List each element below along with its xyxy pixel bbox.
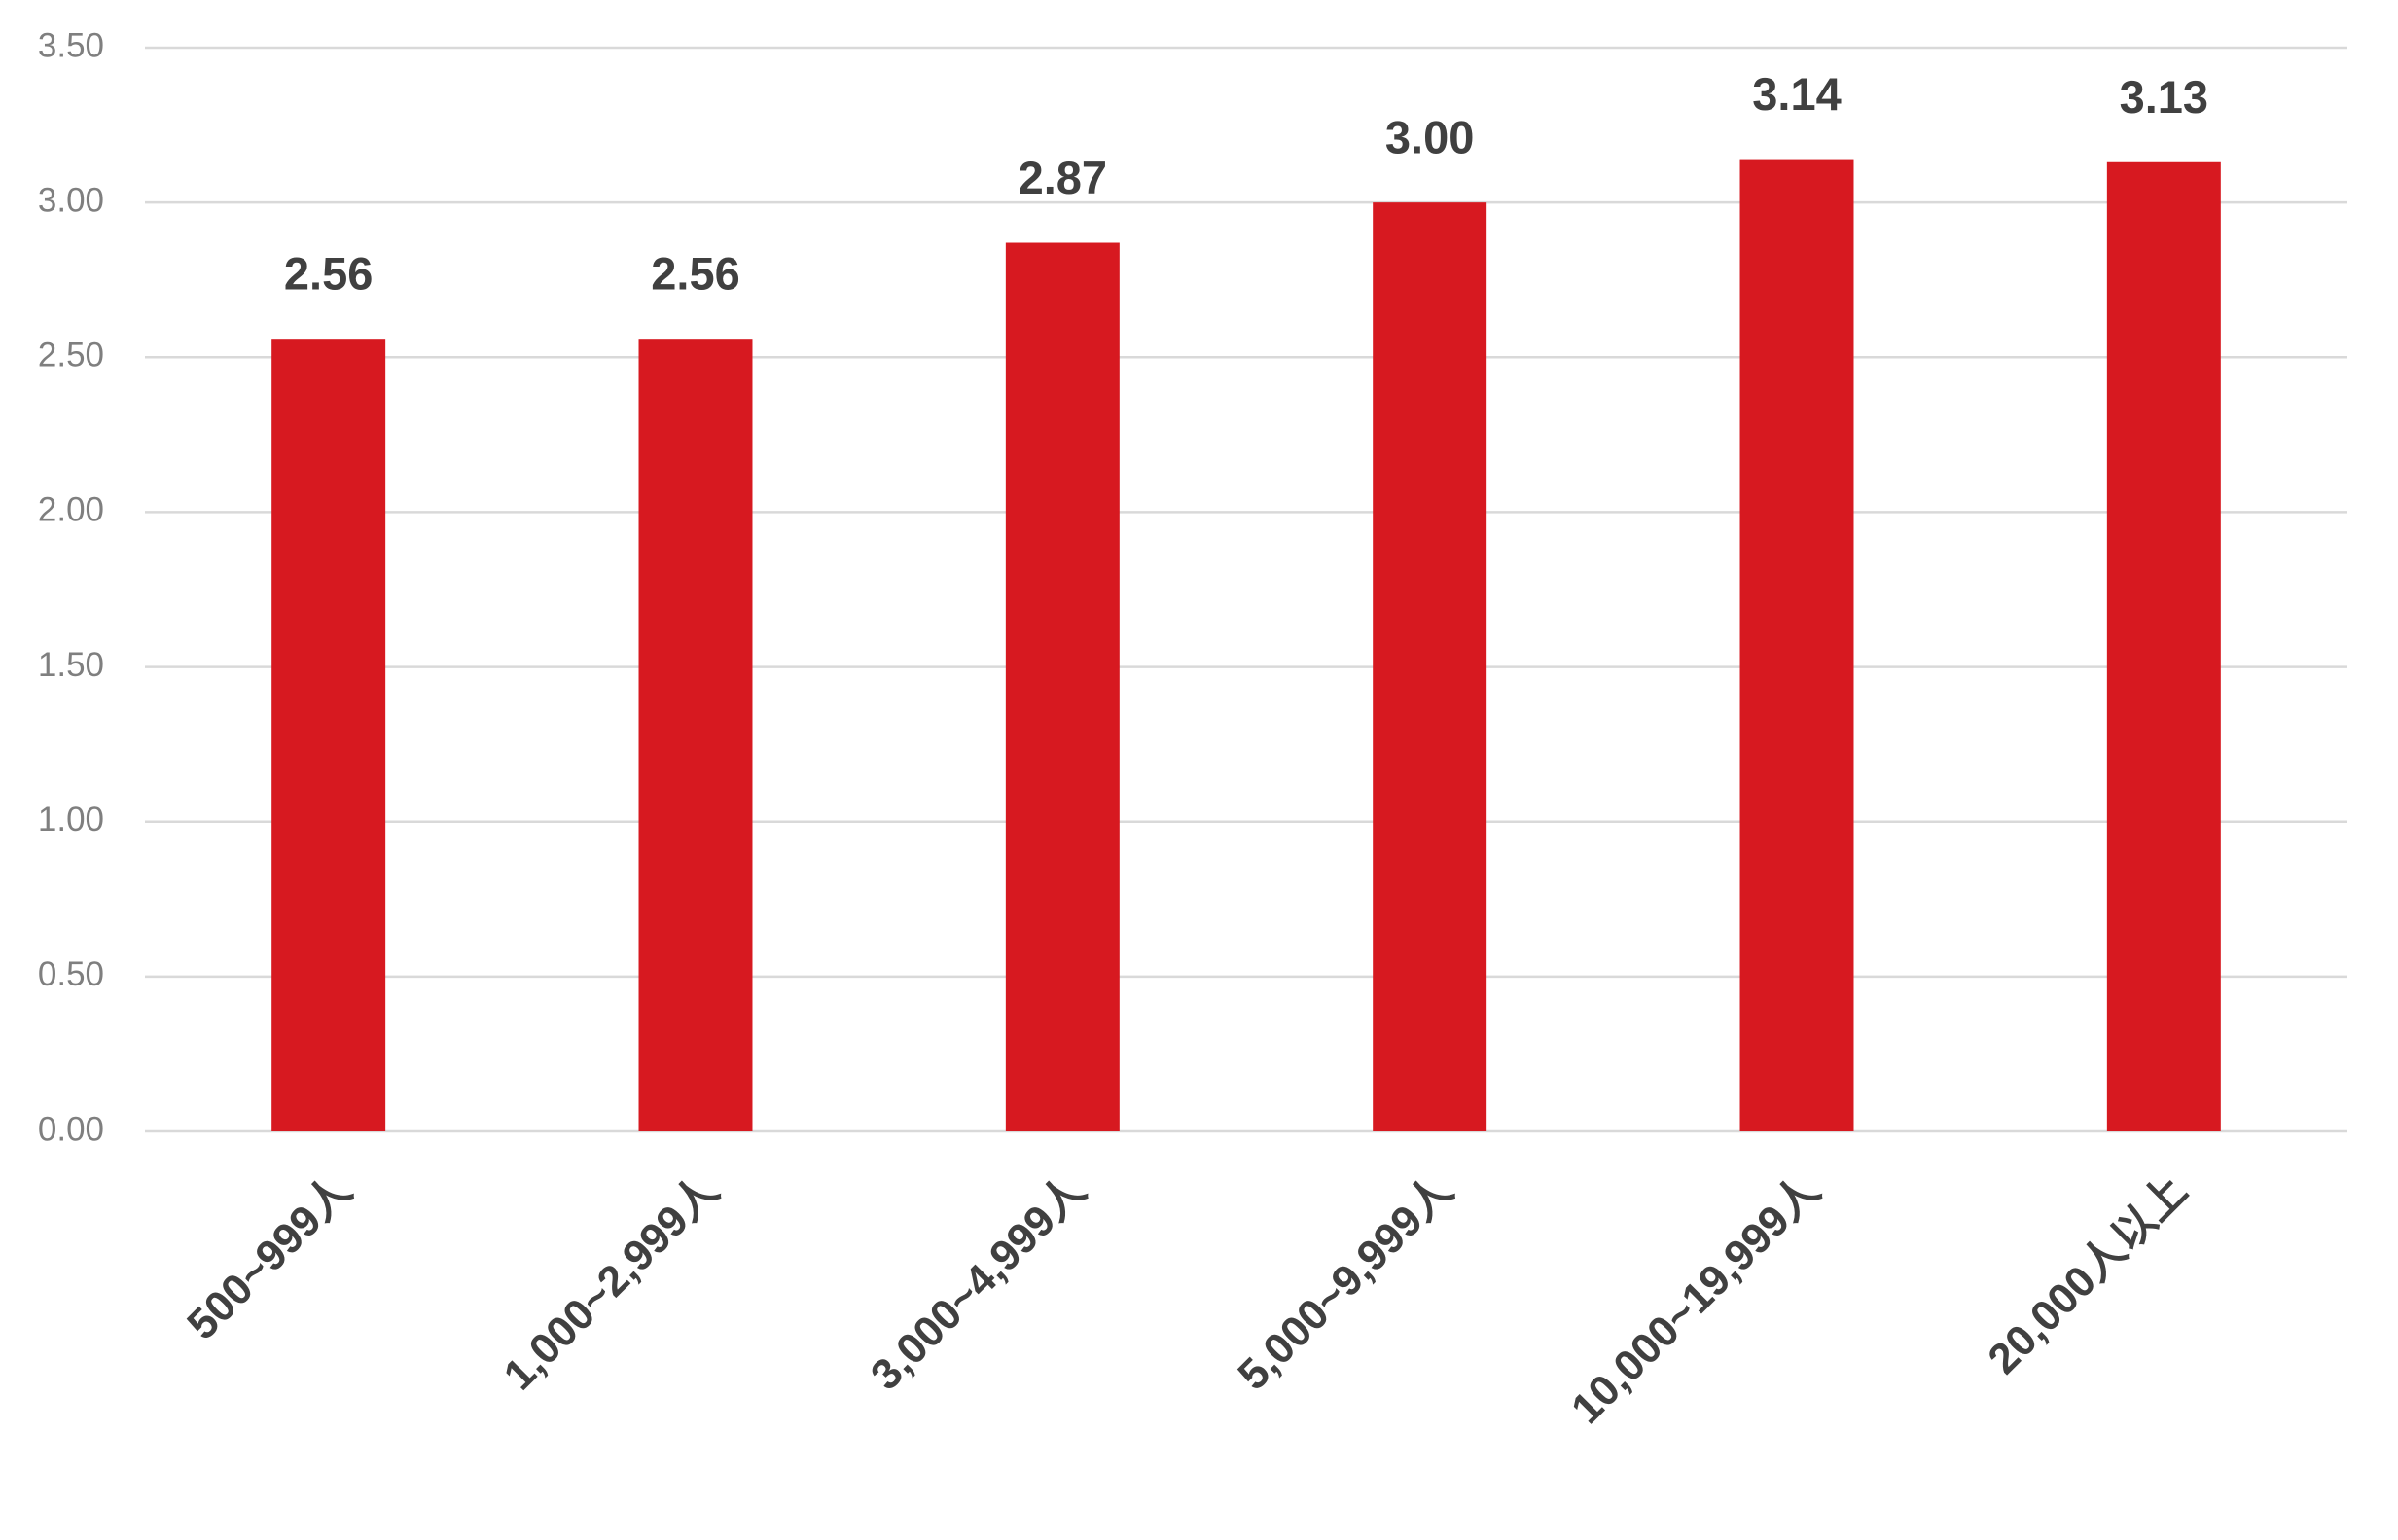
y-tick-label: 2.00	[38, 491, 104, 529]
bar	[2106, 161, 2221, 1131]
data-label: 2.56	[651, 248, 739, 300]
data-label: 3.14	[1752, 68, 1841, 120]
y-tick-label: 2.50	[38, 337, 104, 375]
x-tick-label: 1,000~2,999人	[495, 1166, 729, 1400]
data-label: 2.56	[284, 248, 373, 300]
bar	[638, 339, 753, 1131]
y-tick-label: 0.50	[38, 955, 104, 993]
x-tick-label: 5,000~9,999人	[1229, 1166, 1462, 1400]
bar	[1005, 242, 1120, 1131]
y-tick-label: 1.00	[38, 801, 104, 839]
bar	[1373, 202, 1487, 1132]
x-tick-label: 500~999人	[178, 1166, 361, 1349]
data-label: 2.87	[1019, 152, 1107, 203]
x-tick-label: 3,000~4,999人	[862, 1166, 1095, 1400]
bar	[271, 339, 386, 1131]
bar	[1739, 159, 1854, 1131]
data-label: 3.13	[2120, 71, 2208, 123]
x-tick-label: 10,000~19,999人	[1562, 1166, 1829, 1433]
y-tick-label: 3.50	[38, 26, 104, 64]
x-tick-label: 20,000人以上	[1979, 1166, 2196, 1383]
y-tick-label: 0.00	[38, 1110, 104, 1148]
y-tick-label: 1.50	[38, 646, 104, 684]
data-label: 3.00	[1385, 112, 1474, 163]
y-tick-label: 3.00	[38, 181, 104, 219]
